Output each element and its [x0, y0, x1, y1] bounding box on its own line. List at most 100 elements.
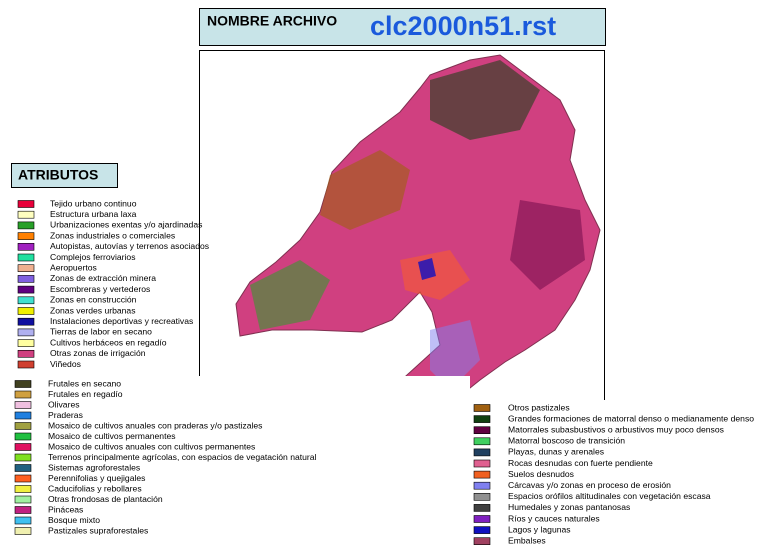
legend-swatch [14, 453, 32, 462]
legend-swatch [14, 516, 32, 525]
header-box [199, 8, 606, 46]
legend-panel [0, 376, 470, 548]
legend-label: Cultivos herbáceos en regadío [50, 337, 167, 347]
map-patch [430, 320, 480, 390]
legend-label: Otras zonas de irrigación [50, 348, 146, 358]
legend-label: Aeropuertos [50, 262, 97, 272]
map-patch [250, 260, 330, 330]
legend-label: Tejido urbano continuo [50, 198, 137, 208]
legend-label: Humedales y zonas pantanosas [508, 502, 630, 512]
legend-swatch [473, 481, 491, 490]
legend-label: Zonas industriales o comerciales [50, 230, 175, 240]
legend-swatch [473, 504, 491, 512]
legend-label: Suelos desnudos [508, 469, 574, 479]
legend-swatch [17, 253, 35, 262]
legend-label: Zonas en construcción [50, 295, 137, 305]
legend-label: Otras frondosas de plantación [48, 494, 163, 504]
legend-swatch [14, 401, 32, 409]
legend-label: Mosaico de cultivos anuales con cultivos… [48, 441, 255, 451]
legend-label: Complejos ferroviarios [50, 252, 136, 262]
legend-swatch [17, 243, 35, 251]
legend-swatch [473, 537, 491, 546]
legend-swatch [17, 210, 35, 219]
map-patch [510, 200, 585, 290]
legend-swatch [473, 515, 491, 523]
legend-label: Olivares [48, 399, 80, 409]
legend-label: Sistemas agroforestales [48, 462, 140, 472]
legend-label: Otros pastizales [508, 402, 570, 412]
legend-label: Pastizales supraforestales [48, 525, 148, 535]
file-name: clc2000n51.rst [370, 11, 556, 41]
legend-swatch [14, 464, 32, 472]
legend-swatch [473, 526, 491, 534]
legend-label: Lagos y lagunas [508, 524, 571, 534]
legend-swatch [473, 404, 491, 412]
legend-label: Tierras de labor en secano [50, 327, 152, 337]
legend-label: Frutales en secano [48, 378, 121, 388]
legend-label: Zonas de extracción minera [50, 273, 156, 283]
legend-label: Grandes formaciones de matorral denso o … [508, 413, 754, 423]
legend-swatch [17, 232, 35, 240]
legend-swatch [14, 527, 32, 535]
legend-swatch [14, 443, 32, 451]
legend-label: Perennifolias y quejigales [48, 473, 145, 483]
legend-swatch [473, 448, 491, 457]
legend-label: Pináceas [48, 504, 83, 514]
legend-swatch [17, 349, 35, 358]
legend-label: Mosaico de cultivos permanentes [48, 431, 176, 441]
legend-label: Praderas [48, 410, 83, 420]
legend-swatch [14, 411, 32, 420]
legend-swatch [14, 485, 32, 493]
legend-label: Rocas desnudas con fuerte pendiente [508, 458, 653, 468]
map-patch [430, 60, 540, 140]
legend-swatch [17, 307, 35, 315]
legend-swatch [17, 221, 35, 230]
legend-swatch [17, 275, 35, 283]
legend-label: Viñedos [50, 359, 81, 369]
legend-label: Matorrales subasbustivos o arbustivos mu… [508, 424, 724, 434]
legend-swatch [14, 474, 32, 483]
legend-label: Mosaico de cultivos anuales con praderas… [48, 420, 262, 430]
legend-label: Zonas verdes urbanas [50, 305, 136, 315]
legend-label: Terrenos principalmente agrícolas, con e… [48, 452, 317, 462]
legend-swatch [473, 470, 491, 479]
map-patch [320, 150, 410, 230]
legend-label: Autopistas, autovías y terrenos asociado… [50, 241, 209, 251]
legend-label: Estructura urbana laxa [50, 209, 137, 219]
legend-swatch [17, 317, 35, 326]
legend-label: Escombreras y vertederos [50, 284, 150, 294]
legend-swatch [17, 296, 35, 305]
legend-swatch [473, 459, 491, 468]
legend-swatch [14, 495, 32, 504]
attributes-title: ATRIBUTOS [18, 167, 98, 183]
map [235, 54, 601, 426]
legend-label: Instalaciones deportivas y recreativas [50, 316, 193, 326]
legend-label: Matorral boscoso de transición [508, 436, 625, 446]
legend-swatch [473, 415, 491, 423]
attributes-box [11, 163, 118, 188]
legend-swatch [17, 360, 35, 369]
legend-swatch [14, 506, 32, 514]
legend-label: Embalses [508, 535, 546, 545]
legend-swatch [17, 264, 35, 273]
legend-label: Frutales en regadío [48, 389, 123, 399]
legend-label: Cárcavas y/o zonas en proceso de erosión [508, 480, 671, 490]
legend-swatch [17, 200, 35, 208]
legend-swatch [14, 432, 32, 441]
legend-swatch [14, 422, 32, 430]
legend-label: Playas, dunas y arenales [508, 447, 604, 457]
legend-swatch [17, 339, 35, 347]
legend-swatch [473, 426, 491, 435]
legend-swatch [17, 328, 35, 337]
legend-label: Caducifolias y rebollares [48, 483, 142, 493]
legend-panel [466, 400, 759, 548]
header-label: NOMBRE ARCHIVO [207, 13, 337, 29]
map-patch [418, 258, 436, 280]
legend-label: Espacios orófilos altitudinales con vege… [508, 491, 711, 501]
legend-swatch [14, 380, 32, 388]
legend-swatch [14, 390, 32, 399]
legend-label: Bosque mixto [48, 515, 100, 525]
legend-label: Ríos y cauces naturales [508, 513, 600, 523]
